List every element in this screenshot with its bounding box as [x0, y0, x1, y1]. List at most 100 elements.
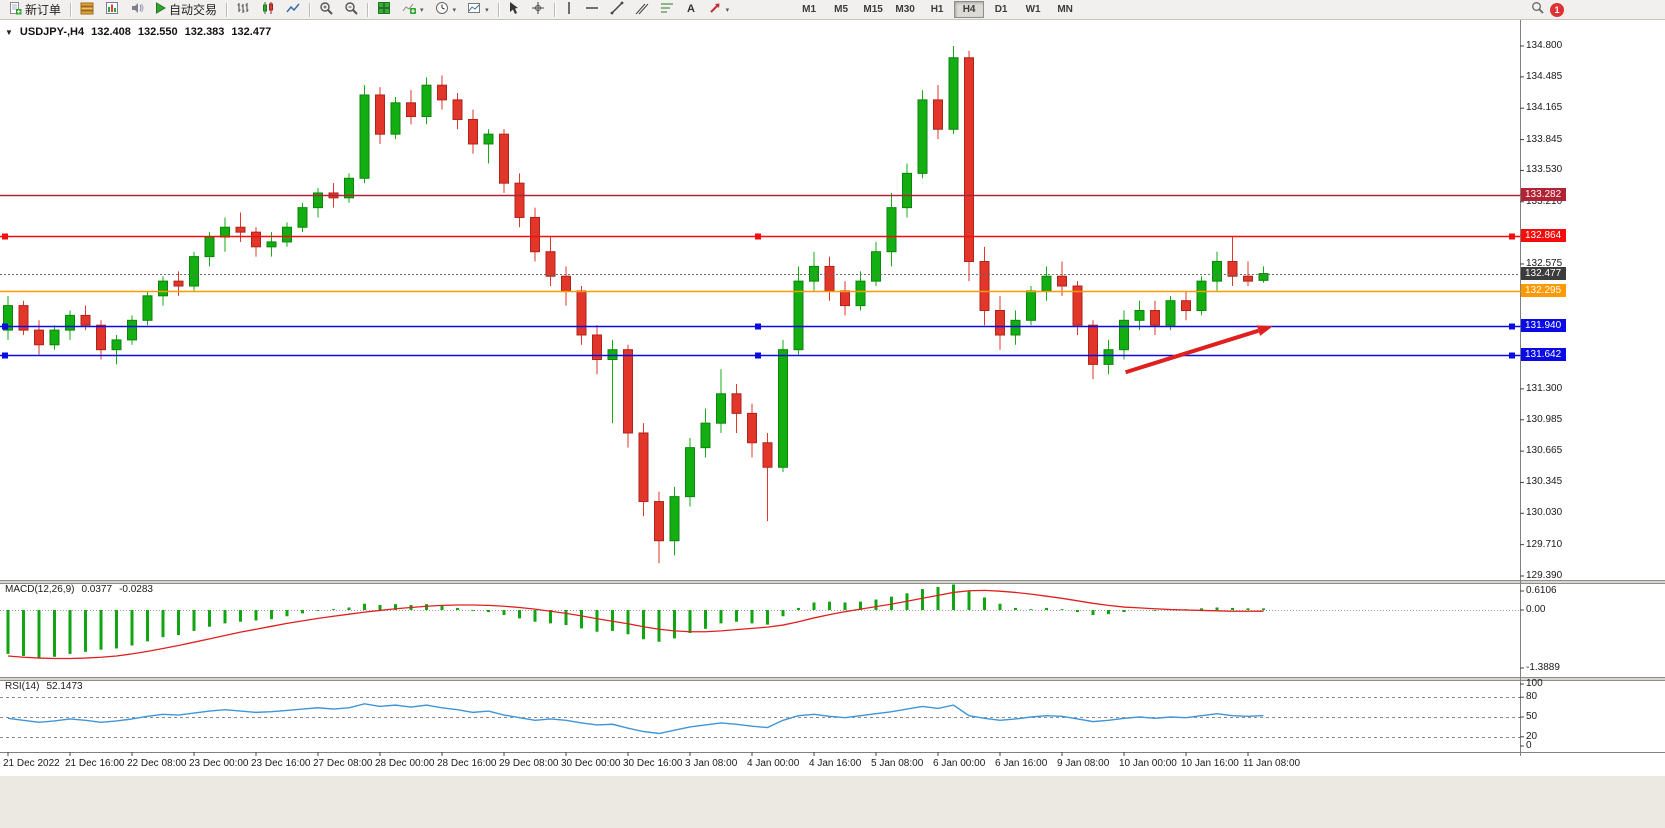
support-line-131642-handle[interactable] [1509, 352, 1515, 359]
timeframe-button-m15[interactable]: M15 [863, 4, 883, 15]
candle [530, 216, 540, 253]
candle [716, 393, 726, 424]
ohlc-high: 132.550 [137, 26, 178, 38]
svg-text:A: A [687, 3, 695, 15]
crosshair-button[interactable] [526, 0, 550, 20]
trendline-button[interactable] [605, 0, 629, 20]
arrows-button[interactable]: ▾ [703, 0, 735, 20]
candle [251, 231, 261, 248]
timeframe-button-w1[interactable]: W1 [1025, 4, 1041, 15]
periods-button[interactable]: ▾ [430, 0, 462, 20]
candle [1026, 290, 1036, 321]
timeframe-button-m30[interactable]: M30 [895, 4, 915, 15]
indicators-button[interactable]: ▾ [397, 0, 429, 20]
new-chart-button[interactable] [100, 0, 124, 20]
toolbar-separator [497, 2, 499, 17]
candle [1134, 310, 1145, 321]
chart-canvas[interactable] [0, 20, 1665, 828]
candle [421, 84, 432, 118]
timeframe-button-h1[interactable]: H1 [930, 4, 944, 15]
new-order-button[interactable]: 新订单 [3, 0, 66, 20]
candle [1212, 261, 1222, 282]
candle [452, 99, 463, 120]
candle [948, 57, 959, 130]
vertical-line-icon [564, 1, 574, 18]
candle [824, 265, 835, 292]
macd-main-value: 0.0377 [81, 584, 113, 595]
notification-badge[interactable]: 1 [1550, 2, 1564, 17]
candle [344, 177, 354, 199]
chart-workspace[interactable]: ▼ USDJPY-,H4 132.408 132.550 132.383 132… [0, 20, 1665, 828]
zoom-in-button[interactable] [314, 0, 338, 20]
horizontal-line-button[interactable] [580, 0, 604, 20]
candle [173, 280, 184, 287]
candle [80, 314, 91, 326]
candle [111, 339, 122, 351]
chevron-down-icon: ▾ [485, 6, 489, 14]
candle [266, 241, 277, 248]
timeframe-button-m5[interactable]: M5 [834, 4, 849, 15]
zoom-in-icon [319, 1, 333, 18]
candle [96, 324, 106, 351]
text-button[interactable]: A [680, 0, 702, 20]
candle [964, 57, 974, 263]
zoom-out-button[interactable] [339, 0, 363, 20]
candle [1088, 324, 1098, 365]
candle [65, 314, 75, 331]
candle [700, 422, 711, 449]
support-line-131642-handle[interactable] [2, 352, 8, 359]
resistance-line-132864-handle[interactable] [755, 233, 761, 240]
subwindow-separator[interactable] [0, 677, 1665, 680]
cursor-button[interactable] [503, 0, 525, 20]
toolbar-separator [309, 2, 311, 17]
support-line-131940-handle[interactable] [2, 323, 8, 330]
market-watch-button[interactable] [75, 0, 99, 20]
trendline-icon [610, 1, 624, 18]
horizontal-line-icon [585, 1, 599, 18]
new-order-label: 新订单 [25, 3, 62, 17]
resistance-line-132864-handle[interactable] [2, 233, 8, 240]
autotrading-label: 自动交易 [169, 3, 218, 17]
candle [917, 99, 928, 174]
channel-button[interactable] [630, 0, 654, 20]
candle [933, 99, 943, 130]
timeframe-button-h4[interactable]: H4 [954, 1, 985, 18]
bar-chart-button[interactable] [231, 0, 255, 20]
fibonacci-button[interactable] [655, 0, 679, 20]
templates-button[interactable]: ▾ [462, 0, 494, 20]
vertical-line-button[interactable] [559, 0, 579, 20]
candle [623, 349, 633, 434]
trend-arrow-head[interactable] [1256, 325, 1273, 336]
line-chart-button[interactable] [281, 0, 305, 20]
timeframe-button-mn[interactable]: MN [1057, 4, 1073, 15]
chart-symbol-period: USDJPY-,H4 [19, 26, 85, 38]
candle [1041, 275, 1052, 292]
candlestick-chart-button[interactable] [256, 0, 280, 20]
chevron-down-icon: ▾ [420, 6, 424, 14]
resistance-line-132864-handle[interactable] [1509, 233, 1515, 240]
timeframe-button-d1[interactable]: D1 [994, 4, 1008, 15]
search-icon[interactable] [1531, 1, 1544, 19]
support-line-131940-handle[interactable] [1509, 323, 1515, 330]
timeframe-button-m1[interactable]: M1 [802, 4, 817, 15]
subwindow-separator[interactable] [0, 580, 1665, 583]
alerts-button[interactable] [125, 0, 149, 20]
support-line-131642-handle[interactable] [755, 352, 761, 359]
chevron-down-icon: ▾ [725, 6, 730, 14]
candle [390, 102, 401, 135]
candle [654, 501, 664, 542]
candle [189, 256, 199, 287]
macd-label: MACD(12,26,9) 0.0377 -0.0283 [5, 584, 153, 595]
candle [995, 310, 1005, 336]
candle [220, 226, 230, 238]
candle [499, 133, 509, 184]
candle [793, 280, 804, 351]
tile-windows-button[interactable] [372, 0, 396, 20]
candle [18, 305, 29, 331]
one-click-trading-icon[interactable]: ▼ [5, 27, 13, 37]
support-line-131940-handle[interactable] [755, 323, 761, 330]
autotrading-button[interactable]: 自动交易 [150, 0, 222, 20]
chevron-down-icon: ▾ [452, 6, 457, 14]
candle [979, 261, 990, 312]
trend-arrow[interactable] [1124, 328, 1260, 375]
